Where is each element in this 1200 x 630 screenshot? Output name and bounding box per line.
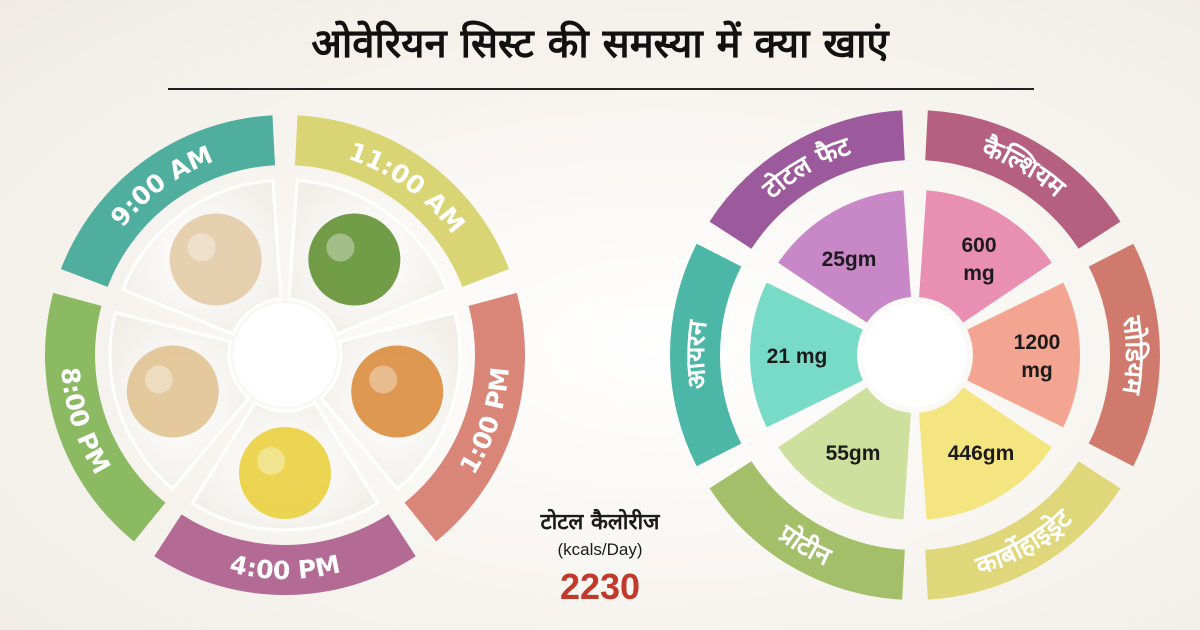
meal-segment: 11:00 AM: [287, 115, 510, 336]
food-highlight: [257, 447, 285, 475]
total-calories-box: टोटल कैलोरीज (kcals/Day) 2230: [495, 506, 705, 608]
nutrient-value-label: 600 mg: [961, 234, 996, 285]
nutrient-ring-band: [925, 110, 1121, 249]
nutrient-value-wedge: [967, 282, 1080, 428]
page-title: ओवेरियन सिस्ट की समस्या में क्या खाएं: [311, 21, 889, 67]
nutrient-ring-band: [670, 243, 742, 467]
meal-segment: 9:00 AM: [60, 115, 283, 336]
nutrient-name-label: आयरन: [681, 317, 714, 390]
meal-ring-band: [154, 514, 416, 596]
meal-schedule-wheel: 9:00 AM 11:00 AM1:00 PM4:00 PM8:00 PM: [45, 115, 525, 596]
food-highlight: [144, 365, 173, 394]
nutrient-ring-band: [709, 461, 905, 600]
food-illustration: [239, 427, 331, 519]
nutrient-wheel-hub: [863, 303, 967, 407]
nutrient-value-wedge: [778, 387, 911, 520]
meal-ring-band: [45, 292, 166, 542]
meal-ring-band: [60, 115, 276, 287]
food-illustration: [308, 213, 401, 306]
nutrient-value-label: 1200 mg: [1014, 331, 1061, 382]
food-highlight: [369, 365, 398, 394]
nutrient-value-label: 25gm: [822, 248, 877, 271]
nutrient-name-label: सोडियम: [1116, 313, 1151, 397]
nutrient-value-wedge: [919, 387, 1052, 520]
nutrient-segment: आयरन 21 mg: [670, 243, 863, 467]
meal-segment: 4:00 PM: [154, 400, 416, 596]
nutrient-value-wedge: [750, 282, 863, 428]
title-divider: [168, 88, 1034, 90]
meal-segment: 1:00 PM: [318, 292, 525, 542]
meal-wheel-hub: [233, 303, 337, 407]
food-illustration: [351, 345, 444, 438]
total-calories-unit: (kcals/Day): [557, 540, 643, 559]
meal-ring-band: [404, 292, 525, 542]
food-illustration: [126, 345, 219, 438]
nutrient-value-wedge: [919, 190, 1052, 323]
nutrient-value-wedge: [778, 190, 911, 323]
meal-ring-band: [294, 115, 510, 287]
nutrient-value-label: 55gm: [826, 442, 881, 465]
total-calories-title: टोटल कैलोरीज: [540, 510, 660, 535]
nutrient-ring-band: [1088, 243, 1161, 467]
nutrient-segment: सोडियम 1200 mg: [967, 243, 1161, 467]
nutrient-ring-band: [709, 110, 905, 249]
nutrient-value-label: 21 mg: [767, 345, 828, 368]
nutrient-value-label: 446gm: [948, 442, 1015, 465]
nutrient-ring-band: [925, 461, 1121, 600]
food-highlight: [326, 233, 355, 262]
food-illustration: [169, 213, 262, 306]
total-calories-value: 2230: [559, 566, 641, 607]
food-highlight: [187, 233, 216, 262]
